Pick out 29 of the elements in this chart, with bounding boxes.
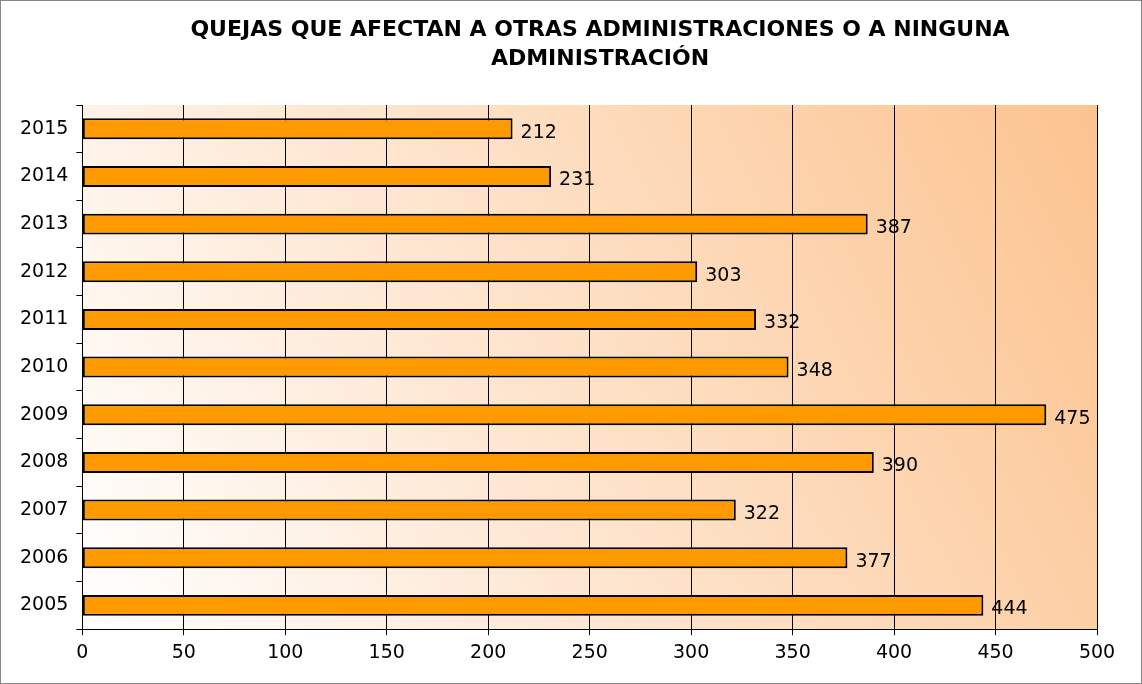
y-tick-label: 2008 <box>19 449 69 472</box>
data-label: 377 <box>855 548 892 571</box>
data-label: 212 <box>520 119 557 142</box>
x-tick-label: 100 <box>267 639 304 662</box>
data-label: 475 <box>1054 405 1091 428</box>
y-tick-label: 2009 <box>19 401 69 424</box>
x-tick-label: 200 <box>470 639 507 662</box>
y-tick-label: 2012 <box>19 258 69 281</box>
y-tick-label: 2015 <box>19 115 69 138</box>
x-tick-label: 500 <box>1078 639 1116 662</box>
x-tick-label: 400 <box>875 639 913 662</box>
y-tick-label: 2006 <box>19 544 69 567</box>
data-label: 322 <box>743 501 781 523</box>
x-tick-label: 350 <box>774 639 811 662</box>
y-tick-label: 2013 <box>19 211 69 234</box>
x-tick-label: 150 <box>368 639 405 662</box>
x-tick-label: 50 <box>171 639 196 662</box>
data-label: 303 <box>705 262 742 285</box>
x-tick-label: 300 <box>673 639 710 662</box>
y-tick-label: 2007 <box>19 497 69 519</box>
y-tick-label: 2005 <box>19 592 69 615</box>
y-tick-label: 2014 <box>19 163 69 186</box>
y-tick-label: 2011 <box>19 306 69 329</box>
chart-title: QUEJAS QUE AFECTAN A OTRAS ADMINISTRACIONES O A NINGUNA ADMINISTRACIÓN <box>189 15 1011 72</box>
x-tick-label: 450 <box>977 639 1014 662</box>
x-tick-label: 250 <box>571 639 608 662</box>
x-tick-label: 0 <box>76 639 89 662</box>
data-label: 348 <box>796 358 833 381</box>
y-tick-label: 2010 <box>19 354 69 377</box>
